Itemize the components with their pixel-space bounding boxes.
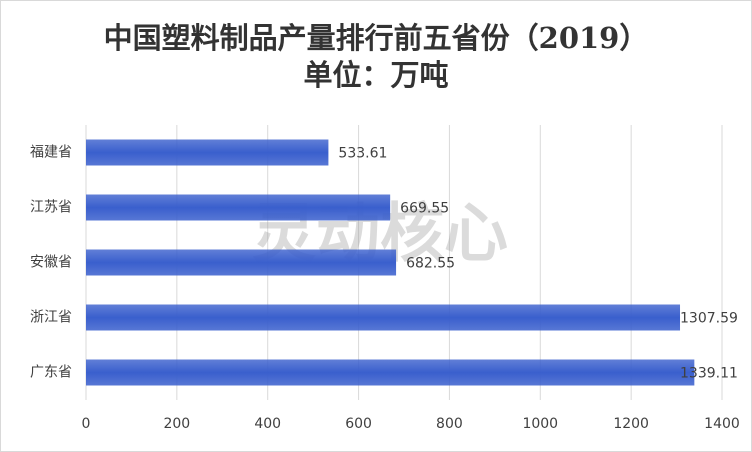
bar (86, 139, 329, 166)
data-label: 1307.59 (680, 311, 738, 327)
x-tick-label: 1200 (613, 416, 649, 432)
y-tick-label: 安徽省 (30, 255, 72, 271)
bar (86, 304, 681, 331)
x-tick-label: 1400 (704, 416, 740, 432)
y-tick-label: 广东省 (30, 365, 72, 381)
y-tick-label: 福建省 (30, 145, 72, 161)
y-tick-label: 浙江省 (30, 310, 72, 326)
chart-title: 中国塑料制品产量排行前五省份（2019） (104, 21, 649, 55)
chart-subtitle: 单位：万吨 (303, 58, 448, 92)
x-tick-label: 200 (163, 416, 190, 432)
x-tick-label: 0 (82, 416, 91, 432)
x-tick-label: 800 (436, 416, 463, 432)
x-tick-label: 400 (254, 416, 281, 432)
bar (86, 359, 695, 386)
data-label: 669.55 (400, 201, 449, 217)
bar (86, 194, 391, 221)
data-label: 533.61 (338, 146, 387, 162)
x-tick-label: 1000 (522, 416, 558, 432)
data-label: 682.55 (406, 256, 455, 272)
data-label: 1339.11 (680, 366, 738, 382)
y-tick-label: 江苏省 (30, 200, 72, 216)
bar (86, 249, 397, 276)
x-tick-label: 600 (345, 416, 372, 432)
